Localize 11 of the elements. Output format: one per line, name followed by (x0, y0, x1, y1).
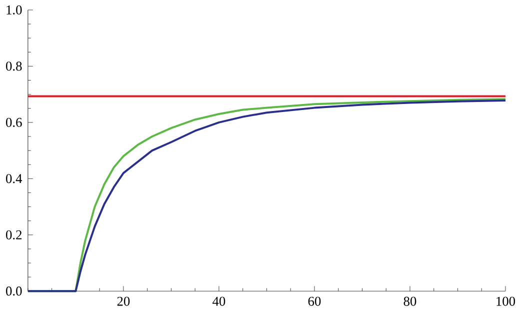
x-tick-label: 80 (404, 296, 416, 306)
y-tick-label: 0.4 (6, 174, 22, 184)
y-tick-label: 0.8 (6, 62, 22, 71)
x-tick-label: 40 (212, 296, 226, 306)
y-tick-label: 0.0 (6, 286, 22, 296)
x-tick-label: 20 (117, 296, 130, 306)
y-tick-label: 1.0 (6, 5, 22, 14)
x-tick-label: 100 (496, 296, 516, 306)
x-tick-label: 60 (308, 296, 321, 306)
y-tick-label: 0.2 (6, 230, 22, 240)
y-tick-label: 0.6 (6, 118, 22, 127)
